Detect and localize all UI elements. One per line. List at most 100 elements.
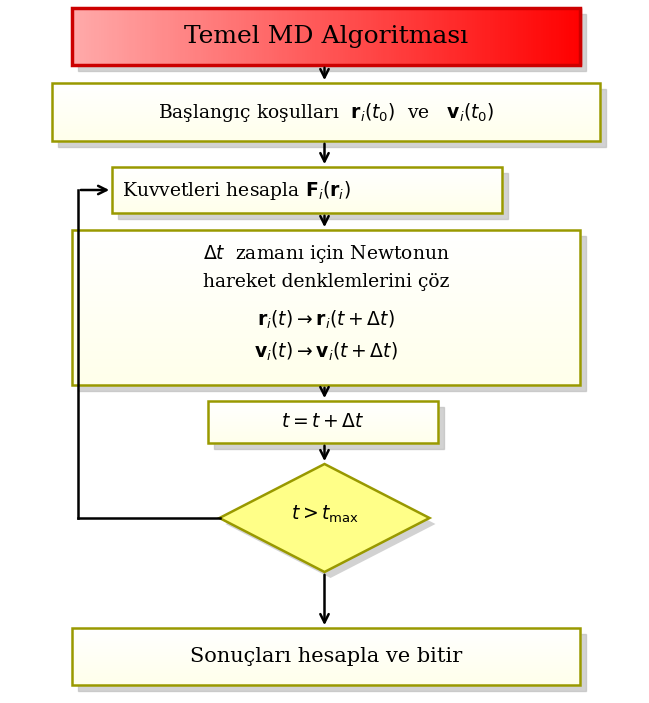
Bar	[110, 8, 113, 65]
Bar	[208, 412, 438, 413]
Bar	[72, 326, 580, 329]
Bar	[197, 8, 199, 65]
Bar	[308, 8, 312, 65]
Bar	[347, 8, 349, 65]
Bar	[112, 188, 502, 189]
Bar	[112, 202, 502, 204]
Bar	[112, 196, 502, 198]
Bar	[118, 173, 508, 219]
Bar	[72, 651, 580, 652]
Bar	[72, 663, 580, 664]
Bar	[72, 669, 580, 671]
Bar	[208, 434, 438, 436]
Bar	[189, 8, 192, 65]
Bar	[123, 8, 126, 65]
Bar	[209, 8, 212, 65]
Bar	[52, 122, 600, 123]
Bar	[72, 249, 580, 251]
Bar	[72, 270, 580, 273]
Bar	[468, 8, 471, 65]
Bar	[52, 96, 600, 97]
Bar	[208, 406, 438, 407]
Bar	[354, 8, 357, 65]
Bar	[52, 125, 600, 127]
Bar	[270, 8, 273, 65]
Bar	[52, 112, 600, 113]
Bar	[72, 251, 580, 253]
Bar	[262, 8, 265, 65]
Bar	[52, 89, 600, 90]
Bar	[72, 8, 580, 65]
Text: $t = t + \Delta t$: $t = t + \Delta t$	[281, 413, 365, 431]
Bar	[72, 657, 580, 658]
Bar	[72, 333, 580, 335]
Bar	[72, 652, 580, 653]
Bar	[208, 402, 438, 403]
Bar	[291, 8, 293, 65]
Bar	[169, 8, 171, 65]
Bar	[72, 288, 580, 290]
Bar	[52, 94, 600, 96]
Bar	[72, 229, 580, 232]
Bar	[443, 8, 446, 65]
Bar	[148, 8, 151, 65]
Bar	[208, 429, 438, 430]
Bar	[105, 8, 108, 65]
Bar	[72, 660, 580, 662]
Bar	[72, 656, 580, 657]
Bar	[52, 140, 600, 141]
Bar	[72, 645, 580, 646]
Bar	[72, 247, 580, 250]
Bar	[143, 8, 146, 65]
Bar	[52, 103, 600, 104]
Bar	[72, 673, 580, 675]
Bar	[166, 8, 169, 65]
Bar	[112, 174, 502, 175]
Text: Başlangıç koşulları  $\mathbf{r}_i(t_0)$  ve   $\mathbf{v}_i(t_0)$: Başlangıç koşulları $\mathbf{r}_i(t_0)$ …	[158, 101, 495, 124]
Bar	[52, 130, 600, 131]
Bar	[72, 629, 580, 630]
Bar	[450, 8, 454, 65]
Bar	[72, 379, 580, 381]
Bar	[356, 8, 360, 65]
Bar	[171, 8, 174, 65]
Bar	[72, 671, 580, 673]
Bar	[208, 408, 438, 409]
Bar	[208, 423, 438, 424]
Bar	[214, 407, 444, 449]
Bar	[367, 8, 370, 65]
Bar	[72, 654, 580, 655]
Bar	[112, 186, 502, 188]
Bar	[208, 430, 438, 432]
Bar	[78, 14, 586, 71]
Bar	[108, 8, 110, 65]
Polygon shape	[219, 464, 430, 572]
Bar	[458, 8, 461, 65]
Bar	[72, 342, 580, 344]
Bar	[72, 295, 580, 298]
Bar	[208, 413, 438, 415]
Bar	[72, 262, 580, 265]
Bar	[112, 199, 502, 200]
Bar	[208, 401, 438, 443]
Bar	[112, 191, 502, 193]
Bar	[559, 8, 563, 65]
Bar	[72, 664, 580, 666]
Text: $\mathbf{r}_i(t) \rightarrow \mathbf{r}_i(t+\Delta t)$: $\mathbf{r}_i(t) \rightarrow \mathbf{r}_…	[257, 309, 395, 331]
Bar	[453, 8, 456, 65]
Bar	[52, 93, 600, 95]
Bar	[208, 420, 438, 421]
Bar	[550, 8, 552, 65]
Bar	[473, 8, 476, 65]
Bar	[112, 176, 502, 177]
Bar	[208, 434, 438, 435]
Bar	[72, 648, 580, 650]
Bar	[72, 662, 580, 663]
Bar	[504, 8, 507, 65]
Bar	[72, 373, 580, 375]
Bar	[82, 8, 85, 65]
Bar	[52, 105, 600, 106]
Bar	[52, 107, 600, 108]
Bar	[112, 207, 502, 208]
Bar	[72, 261, 580, 263]
